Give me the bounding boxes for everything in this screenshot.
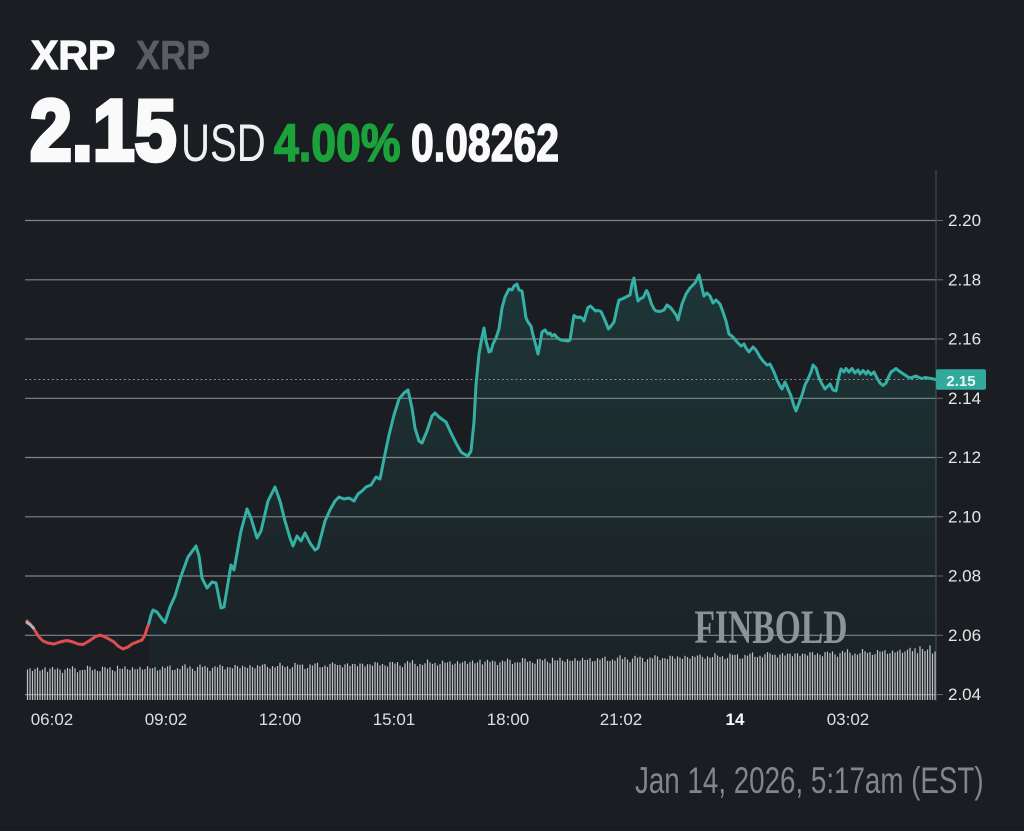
svg-text:2.06: 2.06	[948, 626, 981, 645]
svg-text:2.20: 2.20	[948, 211, 981, 230]
svg-text:2.10: 2.10	[948, 507, 981, 526]
svg-text:2.16: 2.16	[948, 330, 981, 349]
svg-text:2.15: 2.15	[946, 373, 975, 390]
svg-text:03:02: 03:02	[827, 710, 870, 729]
svg-text:18:00: 18:00	[487, 710, 530, 729]
svg-text:2.18: 2.18	[948, 270, 981, 289]
svg-text:2.08: 2.08	[948, 567, 981, 586]
svg-text:14: 14	[726, 710, 745, 729]
svg-text:2.14: 2.14	[948, 389, 981, 408]
svg-text:2.12: 2.12	[948, 448, 981, 467]
svg-text:09:02: 09:02	[145, 710, 188, 729]
svg-text:21:02: 21:02	[600, 710, 643, 729]
svg-text:12:00: 12:00	[259, 710, 302, 729]
svg-text:15:01: 15:01	[373, 710, 416, 729]
svg-text:2.04: 2.04	[948, 685, 981, 704]
svg-text:06:02: 06:02	[31, 710, 74, 729]
